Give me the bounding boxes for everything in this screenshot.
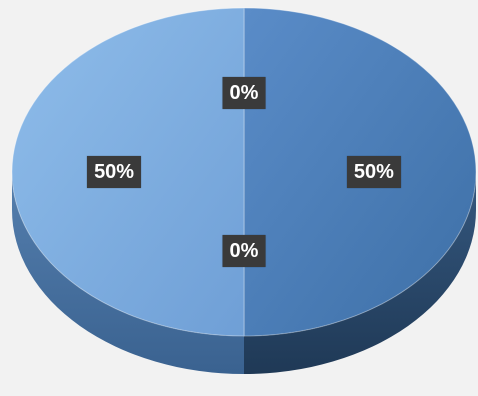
pie-slice-side-1 <box>244 172 476 374</box>
data-label-slice-1: 50% <box>346 156 401 188</box>
data-label-slice-4: 0% <box>222 77 266 110</box>
pie-tops <box>11 7 477 337</box>
pie-slice-side-3 <box>12 172 244 374</box>
data-label-slice-3: 50% <box>87 156 142 188</box>
pie-sides <box>12 172 476 374</box>
data-label-slice-2: 0% <box>222 234 266 267</box>
